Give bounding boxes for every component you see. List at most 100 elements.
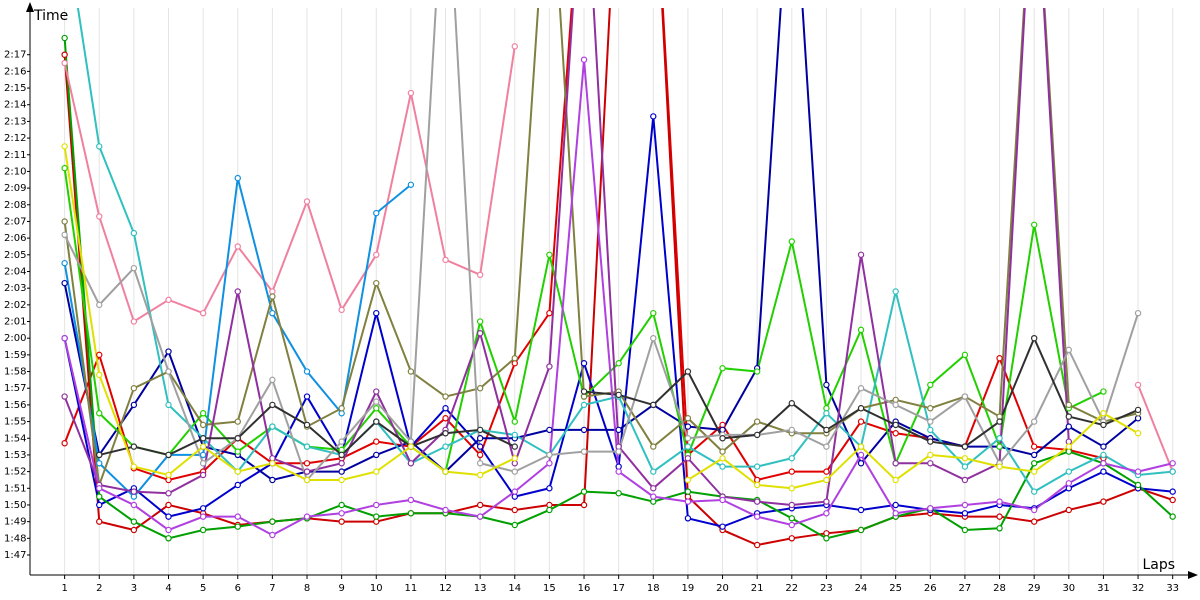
- point: [61, 440, 68, 447]
- point: [338, 510, 345, 517]
- point: [892, 510, 899, 517]
- point: [719, 455, 726, 462]
- point: [1100, 451, 1107, 459]
- point: [823, 535, 830, 542]
- x-tick-label: 20: [716, 583, 729, 594]
- point: [476, 318, 484, 325]
- y-tick-label: 1:57: [4, 383, 26, 394]
- point: [407, 89, 415, 97]
- point: [269, 476, 276, 484]
- point: [1030, 518, 1038, 525]
- point: [373, 398, 380, 405]
- point: [546, 460, 553, 467]
- point: [96, 143, 103, 150]
- point: [165, 296, 172, 304]
- point: [823, 426, 830, 434]
- point: [1030, 443, 1038, 450]
- x-tick-label: 8: [304, 583, 310, 594]
- y-tick-label: 1:48: [4, 533, 26, 544]
- point: [857, 385, 865, 392]
- point: [1030, 506, 1038, 514]
- point: [338, 460, 345, 467]
- point: [1100, 410, 1107, 417]
- point: [823, 498, 830, 505]
- point: [303, 393, 311, 400]
- point: [546, 251, 553, 259]
- x-tick-label: 15: [543, 583, 556, 594]
- point: [269, 531, 276, 539]
- point: [1169, 513, 1176, 520]
- point: [199, 443, 207, 450]
- point: [476, 501, 484, 509]
- point: [442, 415, 449, 422]
- point: [96, 410, 103, 417]
- y-arrow: [26, 2, 34, 12]
- point: [442, 405, 449, 412]
- point: [684, 498, 692, 505]
- point: [996, 513, 1003, 520]
- point: [96, 485, 103, 492]
- point: [476, 435, 484, 442]
- point: [407, 496, 415, 504]
- x-tick-label: 11: [405, 583, 418, 594]
- x-tick-label: 10: [370, 583, 383, 594]
- x-tick-label: 27: [959, 583, 972, 594]
- point: [892, 430, 899, 437]
- point: [165, 513, 172, 520]
- point: [234, 468, 241, 475]
- point: [615, 490, 622, 497]
- x-tick-label: 25: [889, 583, 902, 594]
- point: [1134, 309, 1142, 317]
- point: [753, 368, 761, 375]
- y-tick-label: 2:13: [4, 116, 26, 127]
- point: [1065, 468, 1073, 475]
- x-tick-label: 17: [612, 583, 625, 594]
- point: [130, 318, 138, 325]
- point: [684, 455, 692, 462]
- point: [303, 443, 311, 450]
- y-tick-label: 1:49: [4, 517, 26, 528]
- point: [96, 371, 103, 379]
- point: [684, 443, 692, 450]
- y-tick-label: 2:04: [4, 266, 26, 277]
- point: [511, 443, 518, 450]
- point: [199, 421, 207, 429]
- point: [269, 460, 276, 467]
- point: [130, 385, 138, 392]
- x-tick-label: 33: [1166, 583, 1179, 594]
- point: [546, 426, 553, 434]
- y-tick-label: 2:06: [4, 233, 26, 244]
- point: [61, 279, 68, 287]
- point: [476, 451, 484, 459]
- point: [788, 515, 795, 522]
- point: [61, 259, 68, 267]
- y-tick-label: 2:09: [4, 183, 26, 194]
- point: [96, 460, 103, 467]
- point: [892, 460, 899, 467]
- point: [961, 526, 969, 534]
- point: [476, 471, 484, 479]
- point: [511, 506, 518, 514]
- point: [476, 271, 484, 279]
- point: [753, 541, 761, 549]
- point: [165, 348, 172, 355]
- point: [269, 309, 276, 317]
- point: [373, 279, 380, 287]
- point: [615, 426, 622, 434]
- point: [338, 476, 345, 484]
- x-tick-label: 13: [474, 583, 487, 594]
- point: [788, 521, 795, 529]
- point: [857, 506, 865, 514]
- point: [753, 498, 761, 505]
- point: [269, 518, 276, 525]
- point: [996, 443, 1003, 450]
- point: [303, 368, 311, 375]
- point: [165, 535, 172, 542]
- x-tick-label: 26: [924, 583, 937, 594]
- point: [511, 355, 518, 362]
- point: [511, 431, 518, 439]
- point: [788, 535, 795, 542]
- point: [788, 468, 795, 475]
- point: [61, 218, 68, 225]
- point: [407, 460, 415, 467]
